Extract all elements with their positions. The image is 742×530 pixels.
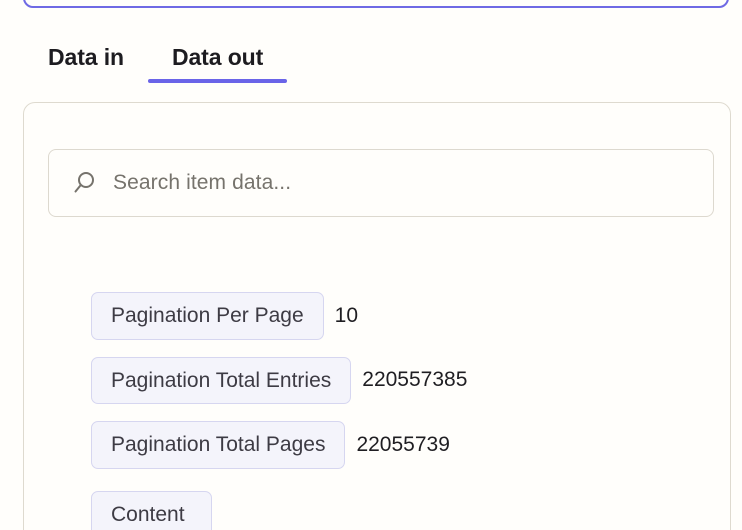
- data-value: 10: [334, 303, 358, 327]
- table-row: Pagination Total Entries 220557385: [91, 356, 730, 405]
- data-key-chip[interactable]: Pagination Total Entries: [91, 356, 352, 405]
- tab-data-out[interactable]: Data out: [147, 38, 288, 83]
- tab-data-in[interactable]: Data in: [24, 38, 148, 83]
- data-value: 22055739: [356, 432, 450, 456]
- data-out-card: Search item data... Pagination Per Page …: [23, 102, 731, 530]
- data-tabs: Data in Data out: [24, 38, 288, 83]
- search-input[interactable]: Search item data...: [113, 171, 292, 194]
- tab-data-out-label: Data out: [171, 44, 264, 70]
- data-key-chip[interactable]: Pagination Per Page: [91, 292, 324, 340]
- item-data-rows: Pagination Per Page 10 Pagination Total …: [91, 292, 730, 530]
- search-icon: [74, 172, 94, 193]
- data-key-chip[interactable]: Pagination Total Pages: [91, 421, 346, 469]
- node-parameters-panel-edge: [23, 0, 729, 8]
- data-key-chip[interactable]: Content: [91, 490, 212, 530]
- table-row: Pagination Total Pages 22055739: [91, 421, 730, 469]
- table-row: Content: [91, 490, 730, 530]
- table-row: Pagination Per Page 10: [91, 292, 730, 340]
- data-value: 220557385: [362, 368, 468, 392]
- search-item-data-box[interactable]: Search item data...: [48, 149, 714, 217]
- tab-data-in-underline: [24, 79, 148, 83]
- tab-data-out-underline: [147, 79, 288, 83]
- tab-data-in-label: Data in: [48, 44, 124, 70]
